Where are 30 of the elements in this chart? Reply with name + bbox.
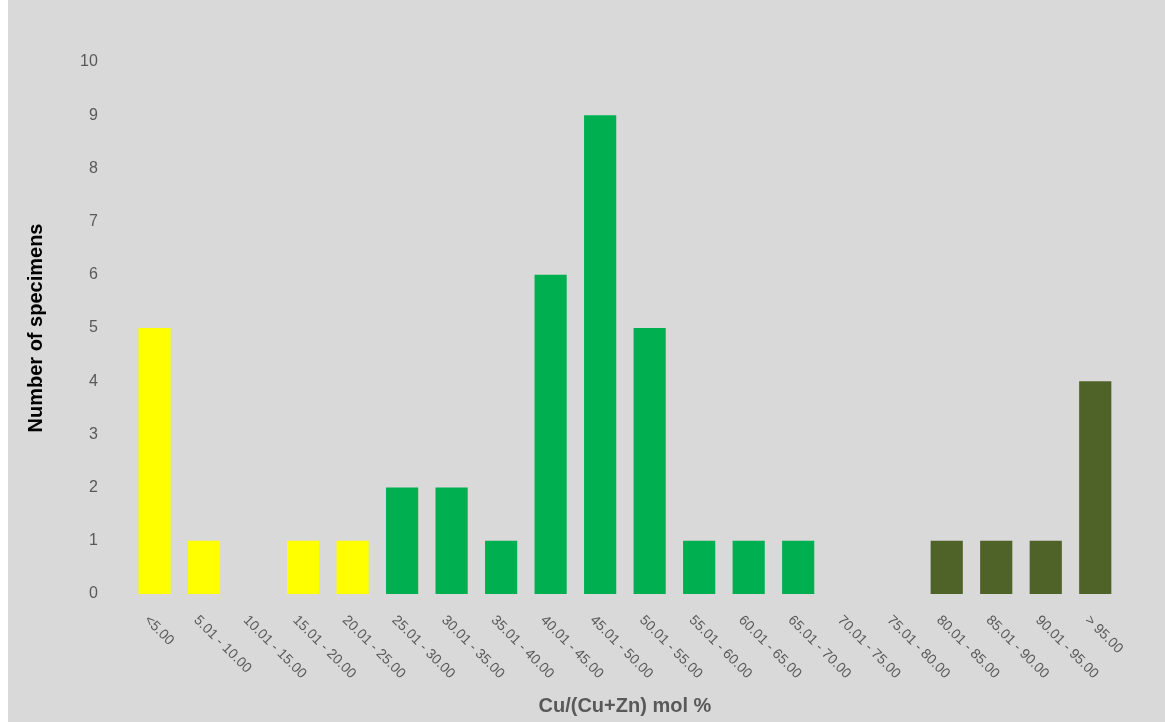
y-tick-label: 10 (80, 52, 98, 70)
y-tick-label: 0 (88, 584, 98, 602)
bar (584, 115, 617, 594)
y-tick-label: 7 (88, 212, 98, 230)
bar (683, 540, 716, 594)
y-tick-label: 3 (88, 424, 98, 442)
y-tick-label: 8 (88, 158, 98, 176)
x-axis-title: Cu/(Cu+Zn) mol % (538, 693, 712, 716)
bar (485, 540, 518, 594)
bar (138, 328, 171, 594)
y-tick-label: 9 (88, 105, 98, 123)
bar (286, 540, 320, 594)
bar (187, 540, 221, 594)
y-tick-label: 2 (88, 478, 98, 496)
bar (782, 540, 815, 594)
bar (435, 487, 468, 594)
bar (534, 274, 567, 594)
bar (633, 328, 666, 594)
bar (336, 540, 369, 594)
y-axis-title: Number of specimens (23, 223, 46, 433)
bar (930, 540, 963, 594)
y-tick-label: 4 (88, 371, 98, 389)
y-tick-label: 1 (88, 531, 98, 549)
bar (386, 487, 419, 594)
y-tick-label: 5 (88, 318, 98, 336)
bar (732, 540, 765, 594)
bar (1079, 381, 1112, 594)
bar (1029, 540, 1062, 594)
y-tick-label: 6 (88, 265, 98, 283)
bar (980, 540, 1013, 594)
